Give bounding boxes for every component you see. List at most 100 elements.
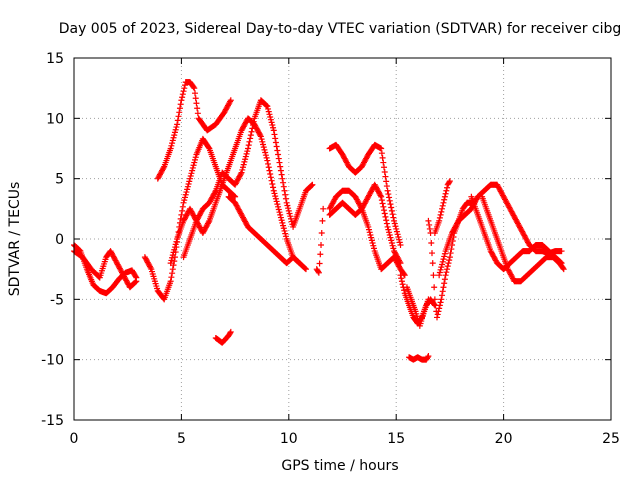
data-point — [172, 241, 179, 248]
data-point — [188, 170, 195, 177]
data-point — [264, 157, 271, 164]
data-point — [263, 102, 270, 109]
data-point — [378, 150, 385, 157]
x-tick-label: 5 — [177, 431, 186, 447]
data-point — [240, 161, 247, 168]
tick-labels: 0 5 10 15 20 25 -15 -10 -5 0 5 10 15 — [41, 51, 620, 447]
data-point — [175, 113, 182, 120]
data-point — [388, 237, 395, 244]
data-point — [275, 155, 282, 162]
data-point — [560, 266, 567, 273]
data-point — [431, 284, 438, 291]
data-point — [370, 242, 377, 249]
data-point — [268, 177, 275, 184]
y-tick-label: 15 — [46, 51, 64, 67]
data-point — [257, 133, 264, 140]
data-point — [212, 189, 219, 196]
data-point — [366, 229, 373, 236]
data-point — [369, 240, 376, 247]
data-point — [387, 201, 394, 208]
data-point — [368, 237, 375, 244]
data-point — [176, 109, 183, 116]
data-point — [388, 204, 395, 211]
data-point — [384, 187, 391, 194]
data-point — [439, 258, 446, 265]
data-point — [397, 272, 404, 279]
data-point — [257, 132, 264, 139]
data-point — [283, 199, 290, 206]
data-point — [392, 223, 399, 230]
data-point — [438, 264, 445, 271]
data-point — [288, 218, 295, 225]
series-track-b — [71, 248, 140, 291]
data-point — [187, 172, 194, 179]
x-axis-title: GPS time / hours — [281, 458, 398, 474]
data-point — [173, 238, 180, 245]
data-point — [381, 168, 388, 175]
data-point — [441, 196, 448, 203]
data-point — [390, 245, 397, 252]
data-point — [379, 154, 386, 161]
data-point — [431, 296, 438, 303]
data-point — [194, 110, 201, 117]
data-point — [437, 266, 444, 273]
data-point — [205, 144, 212, 151]
data-point — [302, 265, 309, 272]
data-point — [242, 153, 249, 160]
data-point — [280, 225, 287, 232]
data-point — [273, 198, 280, 205]
data-point — [275, 151, 282, 158]
data-point — [132, 278, 139, 285]
data-point — [309, 181, 316, 188]
data-point — [386, 229, 393, 236]
data-point — [270, 124, 277, 131]
data-point — [270, 184, 277, 191]
series-track-n — [403, 284, 432, 329]
data-point — [274, 147, 281, 154]
data-point — [265, 108, 272, 115]
data-point — [168, 257, 175, 264]
data-point — [272, 139, 279, 146]
y-tick-label: -5 — [50, 292, 64, 308]
data-point — [445, 260, 452, 267]
data-point — [241, 158, 248, 165]
y-tick-label: -10 — [41, 353, 64, 369]
data-point — [273, 143, 280, 150]
data-point — [172, 126, 179, 133]
data-point — [383, 217, 390, 224]
data-point — [176, 105, 183, 112]
data-point — [186, 178, 193, 185]
data-point — [444, 266, 451, 273]
data-point — [440, 284, 447, 291]
data-point — [378, 197, 385, 204]
data-point — [264, 103, 271, 110]
data-point — [397, 242, 404, 249]
data-point — [381, 207, 388, 214]
data-point — [448, 246, 455, 253]
data-point — [270, 127, 277, 134]
data-point — [378, 193, 385, 200]
data-point — [231, 193, 238, 200]
data-point — [425, 296, 432, 303]
data-point — [280, 179, 287, 186]
data-point — [242, 156, 249, 163]
data-point — [248, 128, 255, 135]
data-point — [441, 253, 448, 260]
data-point — [437, 299, 444, 306]
data-point — [425, 217, 432, 224]
data-point — [442, 190, 449, 197]
data-point — [379, 200, 386, 207]
data-point — [441, 276, 448, 283]
data-point — [386, 197, 393, 204]
data-point — [247, 135, 254, 142]
data-point — [435, 308, 442, 315]
data-point — [393, 225, 400, 232]
data-point — [428, 240, 435, 247]
data-point — [269, 181, 276, 188]
data-point — [147, 264, 154, 271]
data-point — [268, 119, 275, 126]
data-point — [227, 328, 234, 335]
data-point — [184, 186, 191, 193]
data-point — [184, 183, 191, 190]
series-track-o — [406, 353, 432, 363]
